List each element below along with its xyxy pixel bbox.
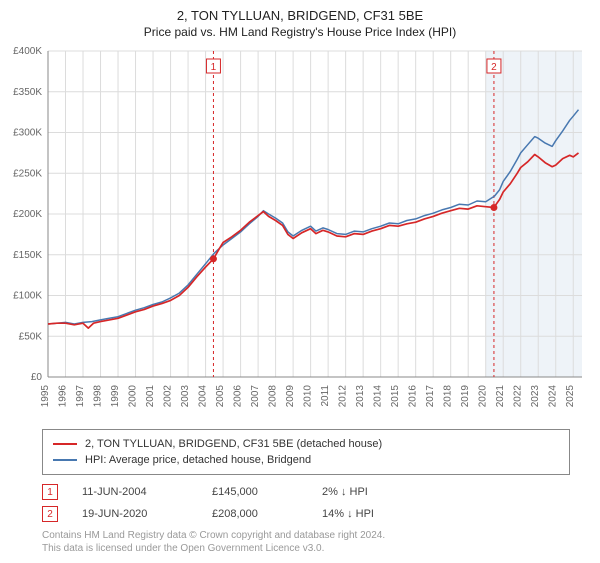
chart-subtitle: Price paid vs. HM Land Registry's House … [10,25,590,39]
chart-area: £0 £50K £100K £150K £200K £250K £300K £350K £400… [0,43,600,423]
sale-delta: 14% ↓ HPI [322,508,374,520]
legend: 2, TON TYLLUAN, BRIDGEND, CF31 5BE (deta… [42,429,570,475]
svg-text:1997: 1997 [75,385,86,408]
sale-delta: 2% ↓ HPI [322,486,368,498]
svg-text:2012: 2012 [338,385,349,408]
svg-text:2002: 2002 [163,385,174,408]
svg-text:£150K: £150K [13,250,42,261]
sale-date: 19-JUN-2020 [82,508,212,520]
svg-text:2020: 2020 [478,385,489,408]
svg-text:2024: 2024 [548,385,559,408]
svg-text:£350K: £350K [13,87,42,98]
svg-text:2005: 2005 [215,385,226,408]
title-block: 2, TON TYLLUAN, BRIDGEND, CF31 5BE Price… [0,0,600,43]
svg-text:2023: 2023 [530,385,541,408]
svg-text:£400K: £400K [13,46,42,57]
sale-row: 1 11-JUN-2004£145,0002% ↓ HPI [42,481,570,503]
line-chart-svg: £0 £50K £100K £150K £200K £250K £300K £350K £400… [0,43,600,423]
chart-title: 2, TON TYLLUAN, BRIDGEND, CF31 5BE [10,8,590,23]
footer-attribution: Contains HM Land Registry data © Crown c… [42,529,570,555]
svg-text:2006: 2006 [233,385,244,408]
chart-container: 2, TON TYLLUAN, BRIDGEND, CF31 5BE Price… [0,0,600,555]
sale-price: £145,000 [212,486,322,498]
sale-marker-box: 2 [42,506,58,522]
svg-text:£0: £0 [31,372,43,383]
legend-label: HPI: Average price, detached house, Brid… [85,454,311,466]
svg-text:1: 1 [211,62,217,73]
svg-text:2015: 2015 [390,385,401,408]
svg-text:2019: 2019 [460,385,471,408]
svg-text:£300K: £300K [13,128,42,139]
sale-date: 11-JUN-2004 [82,486,212,498]
svg-text:2008: 2008 [268,385,279,408]
legend-label: 2, TON TYLLUAN, BRIDGEND, CF31 5BE (deta… [85,438,382,450]
svg-text:£250K: £250K [13,168,42,179]
svg-text:1998: 1998 [93,385,104,408]
svg-text:2001: 2001 [145,385,156,408]
svg-text:2016: 2016 [408,385,419,408]
svg-text:2: 2 [491,62,497,73]
legend-row: 2, TON TYLLUAN, BRIDGEND, CF31 5BE (deta… [53,436,559,452]
svg-text:2013: 2013 [355,385,366,408]
legend-swatch [53,459,77,461]
svg-text:1996: 1996 [58,385,69,408]
svg-text:2004: 2004 [198,385,209,408]
sale-marker-box: 1 [42,484,58,500]
svg-text:1999: 1999 [110,385,121,408]
svg-text:2021: 2021 [495,385,506,408]
svg-text:2011: 2011 [320,385,331,407]
svg-text:2009: 2009 [285,385,296,408]
svg-text:2025: 2025 [565,385,576,408]
svg-text:2003: 2003 [180,385,191,408]
svg-text:1995: 1995 [40,385,51,408]
svg-text:2007: 2007 [250,385,261,408]
svg-text:2000: 2000 [128,385,139,408]
svg-text:£100K: £100K [13,291,42,302]
footer-line-1: Contains HM Land Registry data © Crown c… [42,529,570,542]
svg-text:£200K: £200K [13,209,42,220]
svg-text:£50K: £50K [19,331,43,342]
legend-row: HPI: Average price, detached house, Brid… [53,452,559,468]
svg-text:2014: 2014 [373,385,384,408]
svg-text:2017: 2017 [425,385,436,408]
svg-text:2018: 2018 [443,385,454,408]
footer-line-2: This data is licensed under the Open Gov… [42,542,570,555]
svg-text:2022: 2022 [513,385,524,408]
legend-swatch [53,443,77,445]
sales-list: 1 11-JUN-2004£145,0002% ↓ HPI 2 19-JUN-2020… [42,481,570,525]
sale-price: £208,000 [212,508,322,520]
sale-row: 2 19-JUN-2020£208,00014% ↓ HPI [42,503,570,525]
svg-text:2010: 2010 [303,385,314,408]
